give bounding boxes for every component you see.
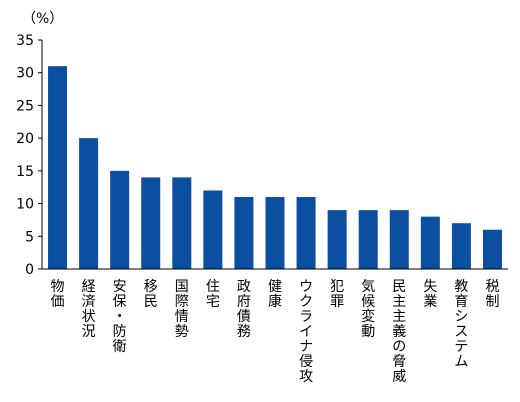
bar	[265, 197, 285, 269]
category-label: 失業	[423, 279, 437, 310]
category-label: 移民	[144, 279, 158, 310]
bar	[141, 177, 161, 269]
category-label: 国際情勢	[175, 279, 189, 340]
y-tick-label: 5	[25, 229, 34, 245]
category-label: 健康	[268, 279, 282, 310]
y-axis-unit-label: （%）	[22, 11, 63, 27]
y-tick-label: 35	[16, 33, 34, 49]
y-tick-label: 25	[16, 98, 34, 114]
bar	[234, 197, 254, 269]
category-label: 住宅	[206, 279, 220, 310]
bar	[358, 210, 378, 269]
category-label: 気候変動	[361, 279, 375, 340]
bar	[420, 216, 440, 269]
y-tick-label: 30	[16, 66, 34, 82]
bar	[327, 210, 347, 269]
category-label: 税制	[485, 279, 499, 310]
y-tick-label: 20	[16, 131, 34, 147]
category-labels: 物価 経済状況 安保・防衛 移民 国際情勢 住宅 政府債務 健康 ウクライナ侵攻 犯罪 気候変動 民主…	[51, 279, 500, 385]
bar	[172, 177, 192, 269]
bars	[48, 66, 502, 270]
bar	[389, 210, 409, 269]
category-label: ウクライナ侵攻	[299, 279, 313, 385]
y-tick-label: 15	[16, 164, 34, 180]
category-label: 民主主義の脅威	[392, 279, 406, 385]
y-tick-label: 0	[25, 262, 34, 278]
category-label: 教育システム	[454, 279, 468, 370]
bar	[203, 190, 223, 269]
bar	[482, 229, 502, 269]
category-label: 経済状況	[82, 279, 96, 340]
bar	[79, 138, 99, 269]
bar	[451, 223, 471, 269]
category-label: 犯罪	[330, 279, 344, 310]
y-axis-ticks: 0 5 10 15 20 25 30 35	[16, 33, 42, 278]
bar	[296, 197, 316, 269]
category-label: 政府債務	[237, 279, 251, 340]
bar	[48, 66, 68, 270]
category-label: 安保・防衛	[113, 279, 127, 355]
category-label: 物価	[51, 279, 65, 310]
y-tick-label: 10	[16, 197, 34, 213]
bar	[110, 170, 130, 269]
